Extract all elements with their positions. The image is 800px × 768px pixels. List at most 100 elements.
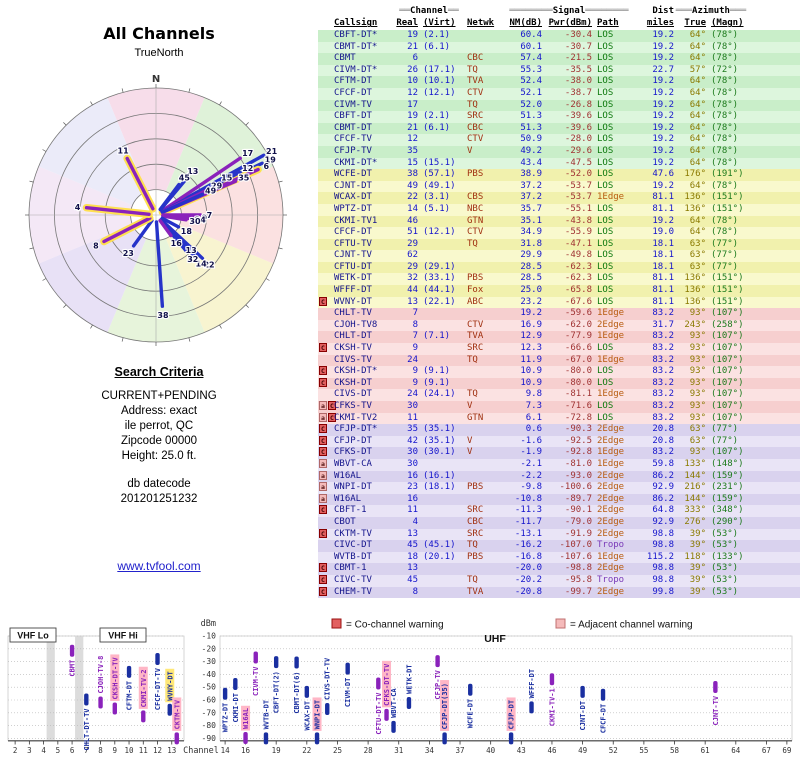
distance-cell: 19.2 bbox=[652, 145, 674, 156]
network-cell: SRC bbox=[467, 111, 484, 122]
radar-tick bbox=[219, 324, 222, 329]
radar-marker-label: 32 bbox=[187, 255, 198, 264]
table-row: CKMI-DT* 15 (15.1) 43.4 -47.5 LOS 19.2 64° (78°) bbox=[318, 157, 800, 170]
distance-cell: 98.8 bbox=[652, 540, 674, 551]
noise-margin-cell: -16.2 bbox=[514, 540, 542, 551]
callsign-cell: CJNT-DT bbox=[334, 180, 372, 191]
station-marker bbox=[263, 732, 269, 745]
radar-tick bbox=[121, 88, 124, 93]
virtual-channel-cell: (35.1) bbox=[423, 435, 456, 446]
azimuth-magnetic-cell: (53°) bbox=[711, 540, 739, 551]
noise-margin-cell: 34.9 bbox=[520, 227, 542, 238]
y-tick-label: -70 bbox=[202, 708, 217, 717]
network-cell: GTN bbox=[467, 215, 484, 226]
callsign-cell: CIVM-TV bbox=[334, 99, 372, 110]
path-cell: 1Edge bbox=[597, 551, 625, 562]
noise-margin-cell: -11.3 bbox=[514, 505, 542, 516]
real-channel-cell: 11 bbox=[407, 412, 418, 423]
station-label-highlight bbox=[241, 705, 251, 731]
azimuth-magnetic-cell: (78°) bbox=[711, 111, 739, 122]
callsign-cell: CKMI-DT* bbox=[334, 157, 378, 168]
path-cell: 2Edge bbox=[597, 516, 625, 527]
station-label: WPTZ-DT bbox=[222, 703, 230, 733]
real-channel-cell: 42 bbox=[407, 435, 418, 446]
station-label-group: WBVT-CA bbox=[390, 688, 398, 718]
warning-markers: C bbox=[318, 377, 334, 390]
azimuth-magnetic-cell: (53°) bbox=[711, 528, 739, 539]
station-label-group: CFJP-DT(35) bbox=[440, 680, 450, 731]
table-row: C CFJP-DT 42 (35.1) V -1.6 -92.5 2Edge 20.8 63° (7… bbox=[318, 435, 800, 448]
table-row: CIVC-DT 45 (45.1) TQ -16.2 -107.0 Tropo 98.8 39°… bbox=[318, 540, 800, 552]
criteria-line: CURRENT+PENDING bbox=[101, 390, 217, 402]
table-row: WPTZ-DT 14 (5.1) NBC 35.7 -55.1 LOS 81.1 136° (15… bbox=[318, 203, 800, 216]
power-cell: -53.7 bbox=[564, 180, 592, 191]
azimuth-true-cell: 93° bbox=[689, 447, 706, 458]
header-rule: ══ bbox=[447, 6, 459, 17]
virtual-channel-cell: (12.1) bbox=[423, 87, 456, 98]
azimuth-true-cell: 64° bbox=[689, 111, 706, 122]
virtual-channel-cell: (44.1) bbox=[423, 285, 456, 296]
table-row: WETK-DT 32 (33.1) PBS 28.5 -62.3 LOS 81.1 136° (1… bbox=[318, 273, 800, 286]
adjacent-channel-warning-icon: a bbox=[319, 458, 327, 468]
azimuth-magnetic-cell: (107°) bbox=[711, 377, 744, 388]
azimuth-true-cell: 64° bbox=[689, 134, 706, 145]
noise-margin-cell: 60.4 bbox=[520, 30, 542, 40]
header-rule: ══ bbox=[399, 6, 411, 17]
distance-cell: 98.8 bbox=[652, 574, 674, 585]
station-marker bbox=[273, 656, 279, 669]
network-cell: V bbox=[467, 145, 473, 156]
noise-margin-cell: 28.5 bbox=[520, 273, 542, 284]
station-label-group: CIVS-DT-TV bbox=[324, 657, 332, 700]
noise-margin-cell: 49.2 bbox=[520, 145, 542, 156]
path-cell: 2Edge bbox=[597, 493, 625, 504]
callsign-cell: W16AL bbox=[334, 493, 362, 504]
station-label-group: WCFE-DT bbox=[467, 699, 475, 729]
radar-marker-label: 13 bbox=[186, 246, 197, 255]
radar-marker bbox=[125, 156, 155, 211]
table-row: CBMT-DT* 21 (6.1) 60.1 -30.7 LOS 19.2 64° (78°) bbox=[318, 41, 800, 54]
x-tick-label: 43 bbox=[517, 746, 526, 755]
tvfool-link[interactable]: www.tvfool.com bbox=[117, 559, 201, 573]
noise-margin-cell: 31.8 bbox=[520, 238, 542, 249]
x-tick-label: 8 bbox=[98, 746, 103, 755]
radar-marker-label: 22 bbox=[203, 260, 214, 269]
azimuth-magnetic-cell: (107°) bbox=[711, 401, 744, 411]
network-cell: CTV bbox=[467, 227, 484, 238]
x-tick-label: 58 bbox=[670, 746, 680, 755]
azimuth-true-cell: 243° bbox=[684, 319, 706, 330]
real-channel-cell: 38 bbox=[407, 169, 418, 180]
dist-group-header: Dist bbox=[652, 6, 674, 17]
station-marker bbox=[600, 688, 606, 701]
noise-margin-cell: 12.9 bbox=[520, 331, 542, 342]
station-label-group: WNPI-DT bbox=[312, 697, 322, 731]
radar-tick bbox=[42, 149, 47, 152]
network-cell: PBS bbox=[467, 551, 484, 562]
distance-cell: 19.2 bbox=[652, 41, 674, 52]
table-row: CIVS-TV 24 TQ 11.9 -67.0 1Edge 83.2 93° (107°) bbox=[318, 354, 800, 367]
nm-header: NM(dB) bbox=[509, 18, 542, 29]
x-tick-label: 4 bbox=[41, 746, 46, 755]
virtual-channel-cell: (16.1) bbox=[423, 470, 456, 481]
noise-margin-cell: -20.2 bbox=[514, 574, 542, 585]
radar-marker bbox=[84, 205, 151, 216]
callsign-cell: CBMT-1 bbox=[334, 563, 367, 574]
callsign-cell: CBFT-DT* bbox=[334, 30, 378, 40]
distance-cell: 81.1 bbox=[652, 203, 674, 214]
station-label: WVNY-DT bbox=[166, 671, 174, 701]
power-cell: -62.0 bbox=[564, 319, 592, 330]
azimuth-magnetic-cell: (107°) bbox=[711, 354, 744, 365]
callsign-cell: CFCF-DT bbox=[334, 87, 372, 98]
noise-margin-cell: -13.1 bbox=[514, 528, 542, 539]
path-cell: 2Edge bbox=[597, 586, 625, 597]
channel-table: ══Channel══ ════════Signal════════ Dist ═══… bbox=[318, 6, 800, 599]
path-cell: 1Edge bbox=[597, 308, 625, 319]
co-channel-warning-icon: C bbox=[319, 296, 327, 306]
noise-margin-cell: 19.2 bbox=[520, 308, 542, 319]
radar-tick bbox=[245, 122, 249, 126]
power-cell: -71.6 bbox=[564, 401, 592, 411]
station-label-group: CKMI-TV-1 bbox=[548, 688, 556, 726]
network-cell: TQ bbox=[467, 389, 478, 400]
noise-margin-cell: -16.8 bbox=[514, 551, 542, 562]
station-label-group: CJNT-TV bbox=[712, 695, 720, 725]
azimuth-magnetic-cell: (107°) bbox=[711, 343, 744, 354]
